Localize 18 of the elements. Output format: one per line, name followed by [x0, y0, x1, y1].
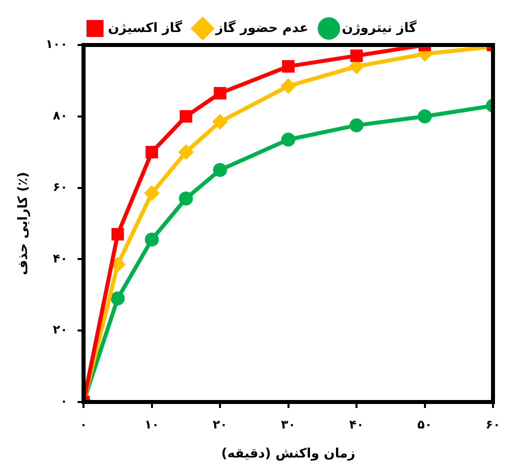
- x-tick-label: ۶۰: [486, 417, 500, 432]
- legend-label: گاز نیتروژن: [342, 20, 417, 36]
- y-tick-label: ۴۰: [52, 251, 68, 266]
- x-axis-title: زمان واکنش (دقیقه): [221, 446, 356, 462]
- x-tick-label: ۱۰: [144, 417, 160, 432]
- x-tick-label: ۴۰: [349, 417, 364, 432]
- y-tick-label: ۰: [60, 394, 68, 408]
- x-tick-label: ۵۰: [417, 417, 432, 432]
- legend-label: عدم حضور گاز: [214, 20, 308, 36]
- y-axis-title: کارایی حذف (٪): [16, 172, 32, 276]
- y-tick-label: ۲۰: [52, 322, 68, 337]
- y-tick-label: ۸۰: [52, 108, 68, 123]
- x-tick-label: ۲۰: [212, 417, 228, 432]
- x-tick-label: ۰: [80, 417, 88, 432]
- legend-label: گاز اکسیژن: [108, 20, 183, 36]
- x-tick-label: ۳۰: [280, 417, 296, 432]
- y-tick-label: ۶۰: [52, 180, 68, 194]
- y-tick-label: ۱۰۰: [46, 37, 68, 52]
